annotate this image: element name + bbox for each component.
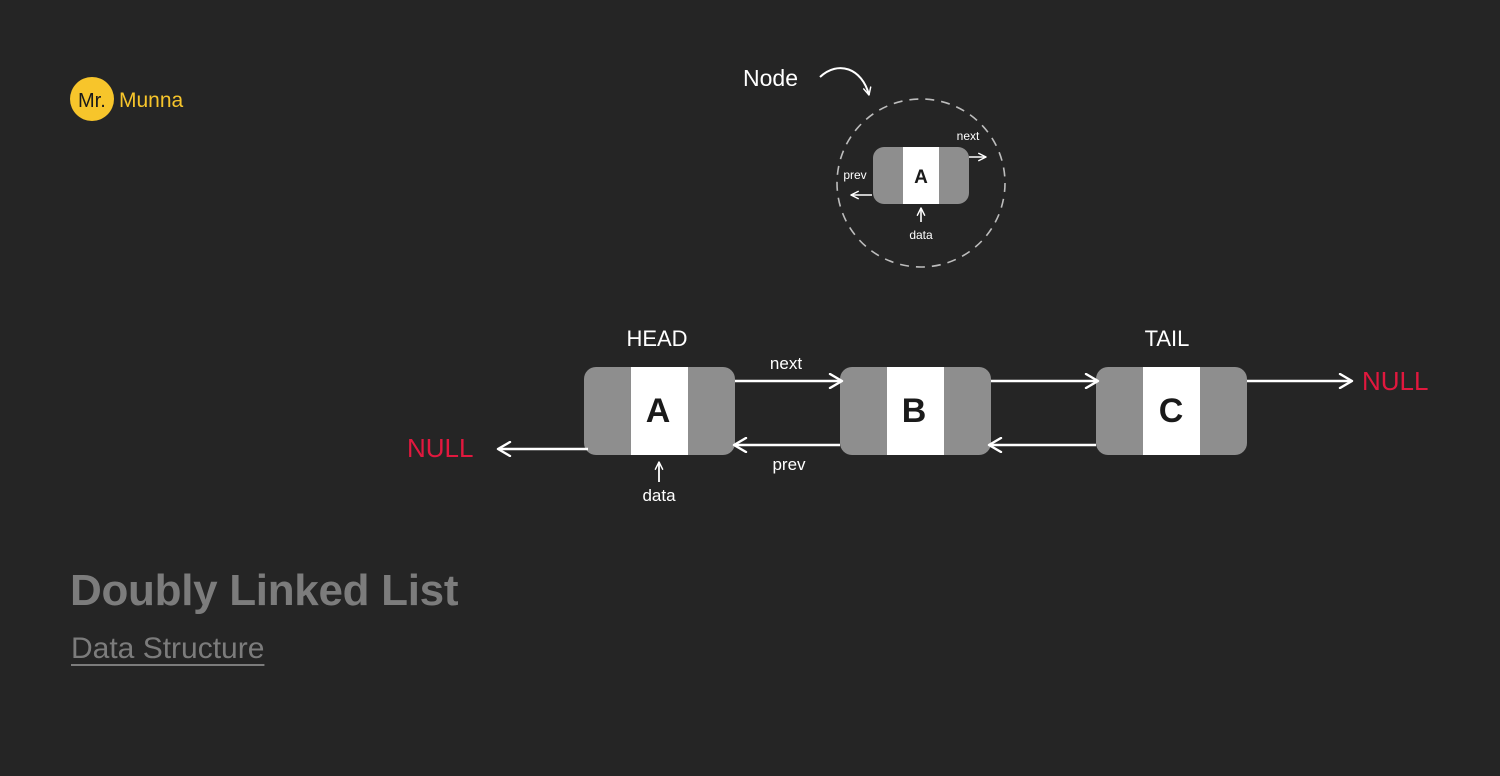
- legend-data-label: data: [909, 228, 933, 242]
- linked-list-diagram: HEAD TAIL A B C next NULL prev N: [407, 326, 1428, 505]
- legend-prev-label: prev: [843, 168, 866, 182]
- head-label: HEAD: [626, 326, 687, 351]
- node-letter: A: [646, 392, 671, 430]
- legend-node-box: A: [873, 147, 969, 204]
- legend-node-data-cell: [903, 147, 939, 204]
- node-data-cell: [1143, 367, 1200, 455]
- legend-next-label: next: [957, 129, 980, 143]
- legend-caption: Node: [743, 65, 798, 91]
- legend-node-diagram: Node A next prev data: [743, 65, 1006, 268]
- node-data-cell: [887, 367, 944, 455]
- list-node-c: C: [1096, 367, 1247, 455]
- page-title: Doubly Linked List: [70, 566, 459, 615]
- next-label: next: [770, 354, 802, 373]
- node-letter: C: [1159, 392, 1184, 430]
- logo-badge-text: Mr.: [78, 90, 106, 112]
- legend-node-letter: A: [914, 167, 928, 188]
- node-data-cell: [631, 367, 688, 455]
- page-subtitle: Data Structure: [71, 632, 265, 665]
- logo-badge: [70, 77, 114, 121]
- list-node-b: B: [840, 367, 991, 455]
- prev-label: prev: [772, 455, 806, 474]
- logo-name: Munna: [119, 89, 184, 112]
- null-right: NULL: [1362, 366, 1428, 396]
- legend-curved-arrow: [819, 67, 872, 96]
- legend-dashed-circle: [836, 98, 1006, 268]
- brand-logo: Mr. Munna: [70, 77, 184, 121]
- tail-label: TAIL: [1145, 326, 1190, 351]
- list-node-a: A: [584, 367, 735, 455]
- null-left: NULL: [407, 433, 473, 463]
- node-letter: B: [902, 392, 927, 430]
- data-label: data: [642, 486, 676, 505]
